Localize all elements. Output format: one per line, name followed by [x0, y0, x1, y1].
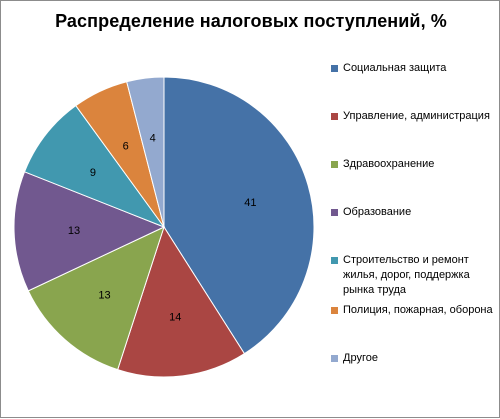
pie-slice: [117, 225, 246, 378]
chart-title: Распределение налоговых поступлений, %: [55, 11, 447, 31]
legend-marker: [331, 161, 338, 168]
legend-label: Другое: [343, 352, 378, 364]
legend-label: Полиция, пожарная, оборона: [343, 304, 493, 316]
slice-data-label: 41: [244, 197, 256, 209]
legend-label: Социальная защита: [343, 62, 447, 74]
legend-marker: [331, 307, 338, 314]
legend-label: Образование: [343, 206, 412, 218]
slice-data-label: 4: [150, 133, 156, 145]
pie-slice: [13, 171, 166, 292]
slice-data-label: 6: [123, 141, 129, 153]
pie-slice: [126, 76, 165, 228]
slice-data-label: 9: [90, 167, 96, 179]
legend-marker: [331, 113, 338, 120]
legend-label: Строительство и ремонт жилья, дорог, под…: [343, 254, 470, 296]
pie-slice: [23, 104, 166, 229]
slice-data-label: 13: [98, 290, 110, 302]
pie-slice: [163, 76, 315, 355]
legend-marker: [331, 257, 338, 264]
legend-label: Управление, администрация: [343, 110, 490, 122]
legend-label: Здравоохранение: [343, 158, 435, 170]
slice-data-label: 14: [169, 311, 181, 323]
legend-marker: [331, 355, 338, 362]
slice-data-label: 13: [68, 225, 80, 237]
legend-marker: [331, 209, 338, 216]
pie-slice: [27, 226, 165, 371]
legend-marker: [331, 65, 338, 72]
